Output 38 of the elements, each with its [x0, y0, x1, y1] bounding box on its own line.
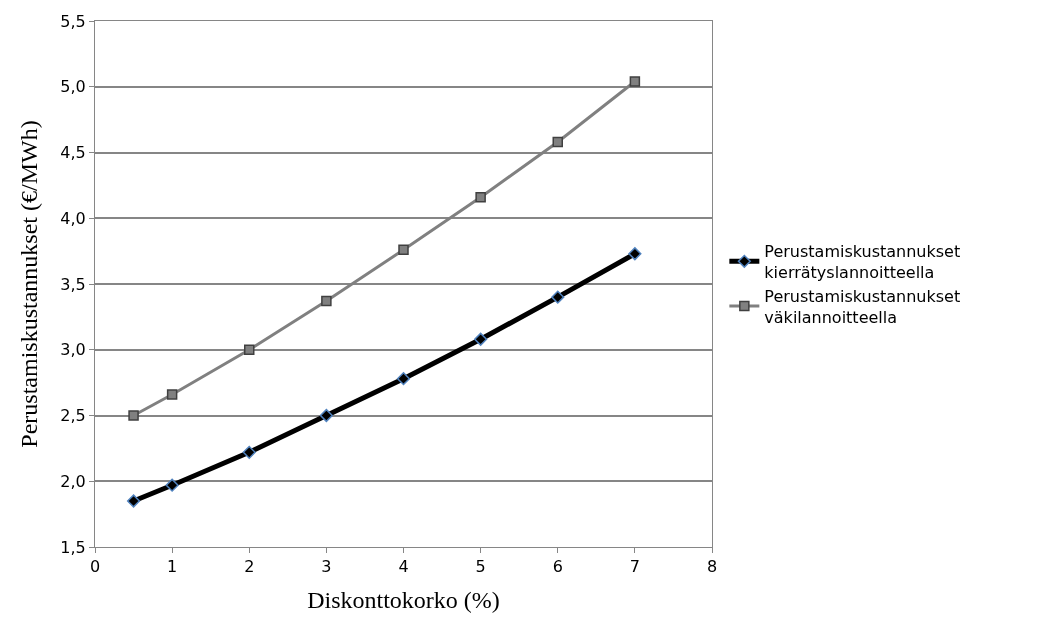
- point: [398, 244, 409, 256]
- y-axis-title: Perustamiskustannukset (€/MWh): [16, 120, 43, 448]
- y-tick-label: 4,5: [60, 143, 86, 163]
- point: [474, 332, 488, 346]
- x-tick-label: 3: [321, 557, 332, 577]
- point: [321, 295, 332, 307]
- x-tick-label: 8: [706, 557, 718, 577]
- point: [629, 76, 641, 87]
- x-tick-label: 1: [167, 557, 178, 577]
- y-tick-label: 2,5: [60, 406, 86, 426]
- point: [552, 136, 563, 148]
- point: [628, 247, 642, 261]
- x-tick-label: 2: [244, 557, 255, 577]
- y-tick-label: 5,5: [60, 11, 86, 31]
- point: [319, 408, 333, 423]
- point: [475, 191, 486, 203]
- y-tick-label: 5,0: [60, 77, 86, 97]
- legend-label: Perustamiskustannukset väkilannoitteella: [764, 286, 961, 327]
- point: [242, 445, 256, 459]
- point: [128, 410, 139, 421]
- y-tick-label: 4,0: [60, 208, 86, 228]
- x-tick-label: 0: [89, 557, 101, 577]
- point: [126, 494, 141, 508]
- x-tick-label: 4: [398, 557, 409, 577]
- point: [165, 478, 179, 492]
- point: [244, 344, 255, 355]
- y-tick-label: 2,0: [60, 471, 86, 491]
- x-tick-label: 7: [629, 557, 640, 577]
- y-tick-label: 3,0: [60, 340, 86, 360]
- y-tick-label: 3,5: [60, 274, 86, 294]
- x-tick-label: 6: [552, 557, 563, 577]
- x-axis-title: Diskonttokorko (%): [307, 586, 500, 613]
- legend-label: Perustamiskustannukset kierrätyslannoitteella: [764, 242, 961, 282]
- point: [551, 290, 565, 304]
- point: [166, 389, 178, 400]
- x-tick-label: 5: [475, 557, 486, 577]
- y-tick-label: 1,5: [60, 537, 86, 557]
- point: [396, 372, 411, 386]
